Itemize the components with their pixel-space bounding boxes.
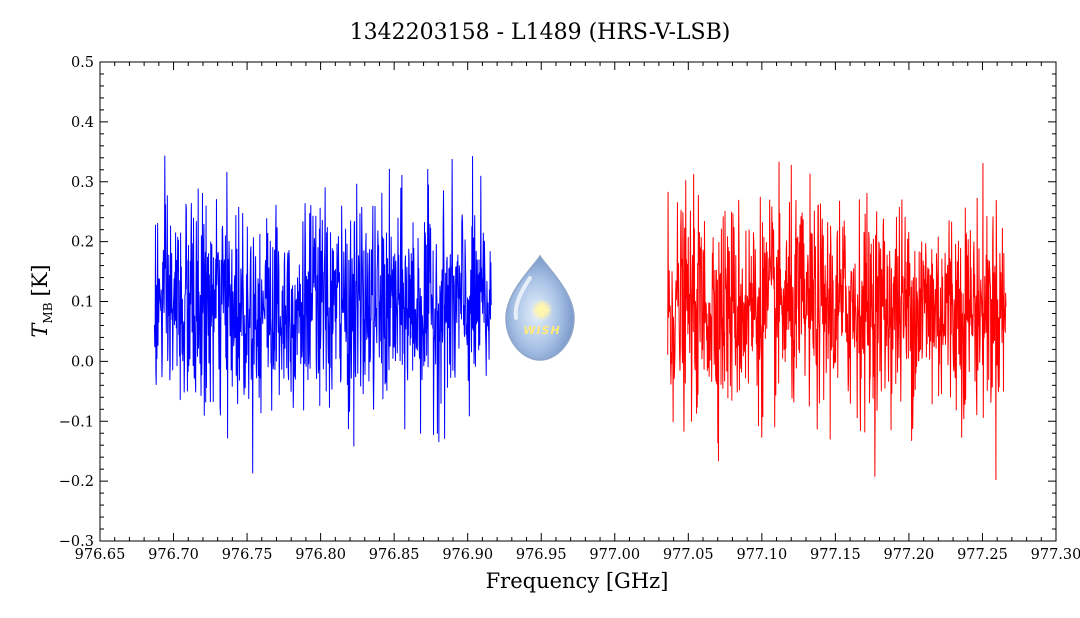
- ticks-layer: [99, 61, 1057, 542]
- x-tick-label: 977.30: [1031, 547, 1080, 563]
- x-tick-label: 976.65: [75, 547, 126, 563]
- chart-title: 1342203158 - L1489 (HRS-V-LSB): [350, 20, 731, 45]
- x-tick-label: 977.05: [663, 547, 714, 563]
- svg-text:TMB[K]: TMB [K]: [28, 264, 55, 337]
- y-tick-label: 0.0: [71, 354, 94, 370]
- series-layer: [153, 155, 1007, 481]
- y-tick-label: 0.5: [71, 55, 94, 71]
- x-tick-label: 977.15: [810, 547, 861, 563]
- y-tick-label: −0.1: [59, 414, 94, 430]
- x-tick-label: 976.90: [442, 547, 493, 563]
- y-tick-label: 0.1: [71, 295, 94, 311]
- y-axis-label-unit: [K]: [28, 264, 52, 296]
- x-tick-label: 976.75: [222, 547, 273, 563]
- x-tick-label: 977.20: [884, 547, 935, 563]
- x-tick-label: 976.85: [369, 547, 420, 563]
- x-tick-label: 976.70: [148, 547, 199, 563]
- star-icon: [533, 301, 551, 319]
- y-tick-label: 0.4: [71, 115, 94, 131]
- x-axis-label: Frequency [GHz]: [486, 569, 669, 593]
- x-tick-label: 977.00: [589, 547, 640, 563]
- x-tick-labels: 976.65 976.70 976.75 976.80 976.85 976.90 976.…: [75, 547, 1080, 563]
- logo-text: WISH: [523, 324, 560, 337]
- x-tick-label: 976.95: [516, 547, 567, 563]
- spectrum-series-1: [153, 155, 492, 474]
- y-tick-label: −0.3: [59, 534, 94, 550]
- y-tick-labels: −0.3 −0.2 −0.1 0.0 0.1 0.2 0.3 0.4 0.5: [59, 55, 94, 550]
- y-axis-label: TMB [K]: [28, 264, 55, 337]
- y-tick-label: −0.2: [59, 474, 94, 490]
- wish-droplet-logo: WISH: [505, 254, 575, 361]
- x-tick-label: 976.80: [295, 547, 346, 563]
- spectrum-series-2: [667, 161, 1007, 481]
- y-axis-label-main: T: [28, 322, 52, 338]
- y-axis-label-sub: MB: [41, 302, 55, 323]
- y-tick-label: 0.3: [71, 175, 94, 191]
- y-tick-label: 0.2: [71, 235, 94, 251]
- x-tick-label: 977.10: [736, 547, 787, 563]
- x-tick-label: 977.25: [957, 547, 1008, 563]
